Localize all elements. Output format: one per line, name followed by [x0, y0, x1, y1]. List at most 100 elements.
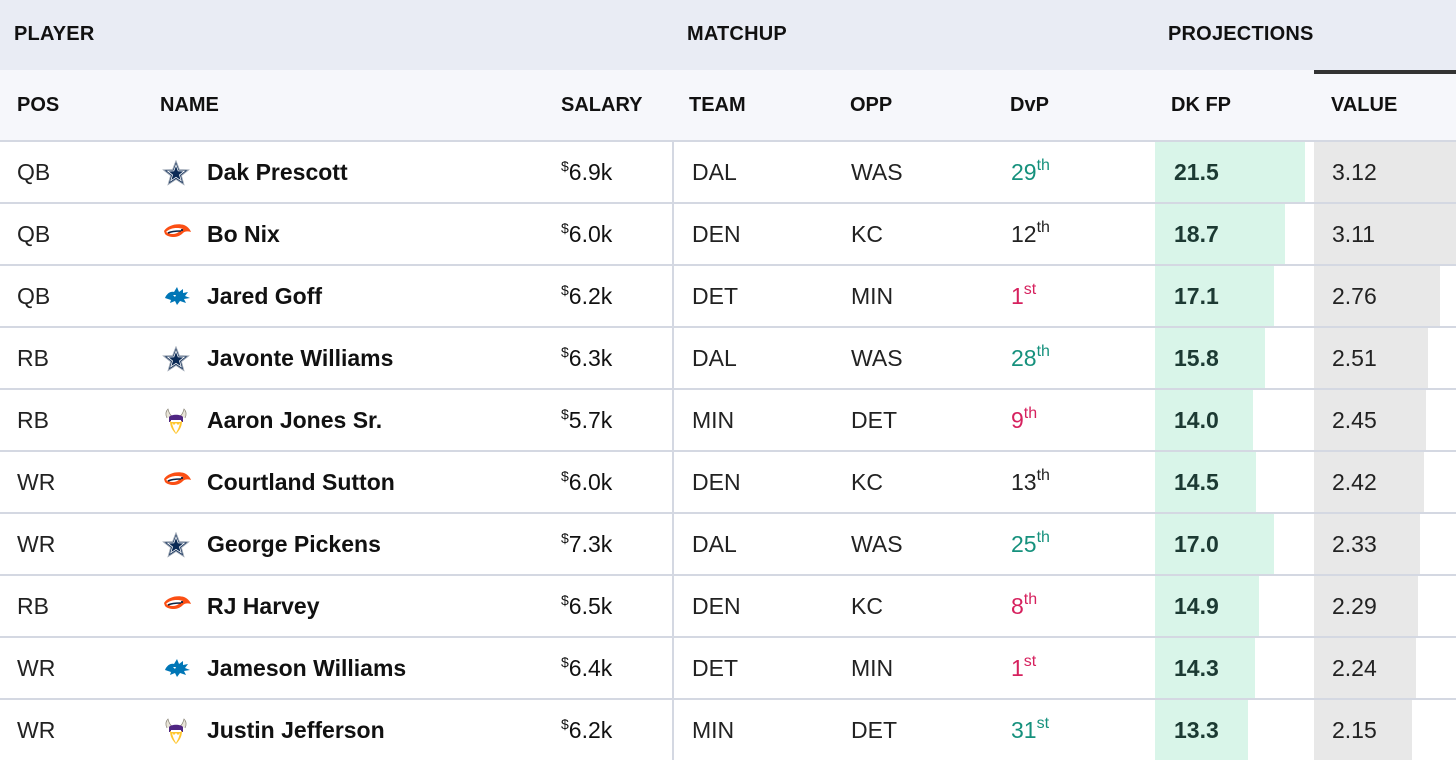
column-header-dkfp[interactable]: DK FP	[1171, 94, 1231, 116]
salary-value: 5.7k	[568, 407, 613, 433]
player-position: WR	[17, 531, 56, 557]
value-bar	[1314, 514, 1420, 574]
dvp-rank: 31st	[1011, 700, 1049, 760]
salary-currency: $	[561, 468, 569, 484]
salary-currency: $	[561, 406, 569, 422]
dvp-rank-suffix: th	[1023, 591, 1038, 608]
player-name[interactable]: Jameson Williams	[207, 655, 407, 681]
player-position: RB	[17, 345, 49, 371]
player-position: QB	[17, 221, 51, 247]
table-row[interactable]: QB Bo Nix $6.0k DEN KC 12th 18.7 3.11	[0, 204, 1456, 266]
table-row[interactable]: WR Jameson Williams $6.4k DET MIN 1st 14…	[0, 638, 1456, 700]
player-name[interactable]: Javonte Williams	[207, 345, 394, 371]
value-bar	[1314, 390, 1426, 450]
opponent-team: MIN	[851, 655, 894, 681]
player-value: 2.33	[1332, 531, 1377, 557]
player-name[interactable]: George Pickens	[207, 531, 381, 557]
opponent-team: WAS	[851, 345, 903, 371]
salary-currency: $	[561, 220, 569, 236]
salary-value: 7.3k	[568, 531, 613, 557]
table-row[interactable]: QB Dak Prescott $6.9k DAL WAS 29th 21.5 …	[0, 142, 1456, 204]
player-salary: $6.4k	[561, 638, 612, 698]
player-name[interactable]: Aaron Jones Sr.	[207, 407, 383, 433]
table-row[interactable]: WR George Pickens $7.3k DAL WAS 25th 17.…	[0, 514, 1456, 576]
dkfp-bar	[1155, 266, 1274, 326]
player-name[interactable]: Bo Nix	[207, 221, 280, 247]
column-header-pos[interactable]: POS	[17, 94, 60, 116]
player-name[interactable]: RJ Harvey	[207, 593, 320, 619]
player-position: WR	[17, 717, 56, 743]
column-header-value[interactable]: VALUE	[1331, 94, 1398, 116]
dvp-rank-number: 1	[1011, 283, 1024, 309]
player-team: MIN	[692, 717, 735, 743]
dkfp-bar	[1155, 576, 1259, 636]
player-salary: $6.2k	[561, 700, 612, 760]
salary-currency: $	[561, 282, 569, 298]
dk-fantasy-points: 14.9	[1174, 593, 1219, 619]
player-salary: $5.7k	[561, 390, 612, 450]
table-row[interactable]: RB Aaron Jones Sr. $5.7k MIN DET 9th 14.…	[0, 390, 1456, 452]
value-bar	[1314, 452, 1424, 512]
dk-fantasy-points: 21.5	[1174, 159, 1219, 185]
player-salary: $6.0k	[561, 452, 612, 512]
dvp-rank-suffix: th	[1036, 467, 1050, 484]
value-bar	[1314, 328, 1428, 388]
player-name[interactable]: Courtland Sutton	[207, 469, 395, 495]
dvp-rank-number: 9	[1011, 407, 1024, 433]
player-value: 2.24	[1332, 655, 1377, 681]
column-header-team[interactable]: TEAM	[689, 94, 746, 116]
dvp-rank: 1st	[1011, 266, 1036, 326]
table-row[interactable]: WR Courtland Sutton $6.0k DEN KC 13th 14…	[0, 452, 1456, 514]
salary-value: 6.4k	[568, 655, 613, 681]
table-row[interactable]: RB RJ Harvey $6.5k DEN KC 8th 14.9 2.29	[0, 576, 1456, 638]
player-position: QB	[17, 283, 51, 309]
player-value: 2.51	[1332, 345, 1377, 371]
column-header-name[interactable]: NAME	[160, 94, 219, 116]
group-header-row: PLAYER MATCHUP PROJECTIONS	[0, 0, 1456, 70]
dvp-rank-number: 1	[1011, 655, 1024, 681]
dk-fantasy-points: 17.1	[1174, 283, 1219, 309]
column-header-salary[interactable]: SALARY	[561, 94, 643, 116]
broncos-logo-icon	[162, 594, 192, 620]
dvp-rank: 29th	[1011, 142, 1050, 202]
player-value: 2.42	[1332, 469, 1377, 495]
table-row[interactable]: WR Justin Jefferson $6.2k MIN DET 31st 1…	[0, 700, 1456, 760]
dk-fantasy-points: 13.3	[1174, 717, 1219, 743]
dvp-rank-number: 13	[1011, 469, 1037, 495]
player-name[interactable]: Jared Goff	[207, 283, 323, 309]
vikings-logo-icon	[162, 408, 192, 434]
player-salary: $6.2k	[561, 266, 612, 326]
value-bar	[1314, 638, 1416, 698]
dkfp-bar	[1155, 142, 1305, 202]
dvp-rank-number: 31	[1011, 717, 1037, 743]
player-salary: $6.3k	[561, 328, 612, 388]
dvp-rank-suffix: th	[1036, 219, 1050, 236]
player-position: RB	[17, 593, 49, 619]
dvp-rank-suffix: st	[1023, 653, 1037, 670]
salary-value: 6.0k	[568, 221, 613, 247]
player-position: WR	[17, 655, 56, 681]
player-team: DEN	[692, 469, 741, 495]
value-column-sorted-indicator	[1314, 70, 1456, 140]
table-row[interactable]: QB Jared Goff $6.2k DET MIN 1st 17.1 2.7…	[0, 266, 1456, 328]
player-position: RB	[17, 407, 49, 433]
table-row[interactable]: RB Javonte Williams $6.3k DAL WAS 28th 1…	[0, 328, 1456, 390]
broncos-logo-icon	[162, 222, 192, 248]
column-header-opp[interactable]: OPP	[850, 94, 893, 116]
player-team: DET	[692, 655, 738, 681]
player-name[interactable]: Justin Jefferson	[207, 717, 385, 743]
player-name[interactable]: Dak Prescott	[207, 159, 348, 185]
player-salary: $6.9k	[561, 142, 612, 202]
dk-fantasy-points: 15.8	[1174, 345, 1219, 371]
group-header-matchup: MATCHUP	[687, 23, 787, 45]
player-table-body: QB Dak Prescott $6.9k DAL WAS 29th 21.5 …	[0, 142, 1456, 760]
matchup-divider	[672, 142, 674, 204]
salary-value: 6.0k	[568, 469, 613, 495]
dkfp-bar	[1155, 638, 1255, 698]
player-team: DAL	[692, 345, 737, 371]
dk-fantasy-points: 17.0	[1174, 531, 1219, 557]
player-team: DEN	[692, 221, 741, 247]
opponent-team: MIN	[851, 283, 894, 309]
cowboys-logo-icon	[162, 160, 192, 186]
column-header-dvp[interactable]: DvP	[1010, 94, 1049, 116]
